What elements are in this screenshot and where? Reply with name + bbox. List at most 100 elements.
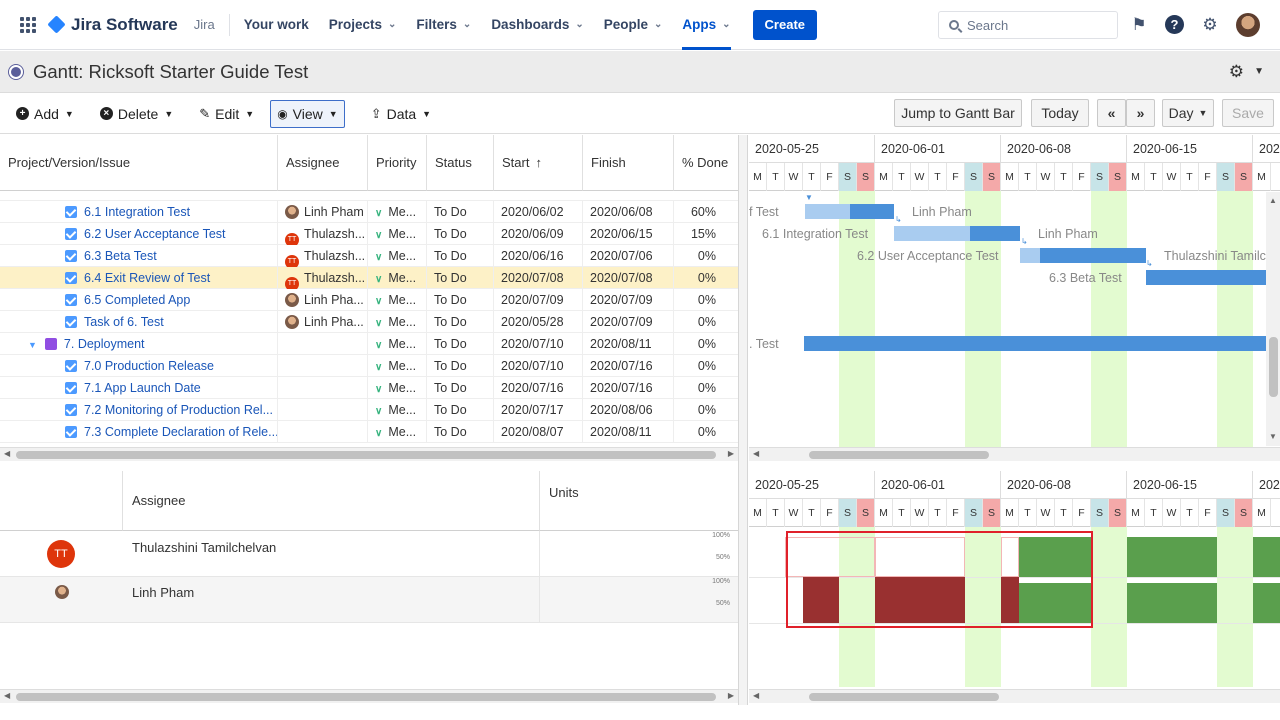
user-avatar[interactable] <box>1236 13 1260 37</box>
resource-horizontal-scrollbar[interactable]: ◀ ▶ <box>0 689 738 703</box>
cell-done[interactable]: 0% <box>697 425 716 439</box>
scrollbar-thumb[interactable] <box>809 693 999 701</box>
load-bar-overallocated[interactable] <box>803 577 839 623</box>
column-header-issue[interactable]: Project/Version/Issue <box>0 135 278 191</box>
cell-status[interactable]: To Do <box>427 201 494 223</box>
cell-issue[interactable]: 6.5 Completed App <box>0 289 278 311</box>
cell-finish[interactable]: 2020/07/16 <box>583 355 674 377</box>
scroll-right-icon[interactable]: ▶ <box>727 691 734 700</box>
cell-start[interactable]: 2020/07/08 <box>494 267 583 289</box>
load-bar[interactable] <box>1253 537 1280 577</box>
scroll-left-icon[interactable]: ◀ <box>753 691 760 700</box>
resource-row[interactable]: Linh Pham <box>0 577 738 623</box>
scroll-left-icon[interactable]: ◀ <box>753 449 760 458</box>
issue-link[interactable]: 6.5 Completed App <box>84 293 191 307</box>
issue-link[interactable]: 6.2 User Acceptance Test <box>84 227 226 241</box>
issue-link[interactable]: Task of 6. Test <box>84 315 164 329</box>
scroll-down-icon[interactable]: ▼ <box>1269 432 1277 441</box>
gantt-vertical-scrollbar[interactable]: ▲ ▼ <box>1266 192 1280 446</box>
nav-item-filters[interactable]: Filters ⌄ <box>416 0 471 50</box>
gantt-bar-6-4[interactable] <box>1146 270 1280 285</box>
table-row[interactable]: 7.1 App Launch Date ∨ Me... To Do 2020/07/16… <box>0 377 738 399</box>
load-bar[interactable] <box>1019 583 1091 623</box>
load-bar-overallocated[interactable] <box>1001 577 1019 623</box>
grid-horizontal-scrollbar[interactable]: ◀ ▶ <box>0 447 738 461</box>
column-header-percent-done[interactable]: % Done <box>674 135 738 191</box>
cell-status[interactable]: To Do <box>427 311 494 333</box>
cell-assignee[interactable]: Linh Pham <box>278 201 368 223</box>
collapse-toggle-icon[interactable]: ▼ <box>28 340 37 350</box>
cell-done[interactable]: 0% <box>697 249 716 263</box>
jump-to-gantt-bar-button[interactable]: Jump to Gantt Bar <box>894 99 1022 127</box>
search-input[interactable]: Search <box>938 11 1118 39</box>
cell-finish[interactable]: 2020/07/09 <box>583 311 674 333</box>
column-header-finish[interactable]: Finish <box>583 135 674 191</box>
cell-priority[interactable]: ∨ Me... <box>368 223 427 245</box>
view-menu-button[interactable]: ◉ View ▼ <box>270 99 345 128</box>
cell-done[interactable]: 0% <box>697 337 716 351</box>
load-bar[interactable] <box>1127 583 1217 623</box>
cell-finish[interactable]: 2020/07/09 <box>583 289 674 311</box>
cell-priority[interactable]: ∨ Me... <box>368 421 427 443</box>
cell-priority[interactable]: ∨ Me... <box>368 267 427 289</box>
cell-priority[interactable]: ∨ Me... <box>368 311 427 333</box>
cell-assignee[interactable] <box>278 377 368 399</box>
scrollbar-thumb[interactable] <box>16 693 716 701</box>
cell-done[interactable]: 0% <box>697 315 716 329</box>
cell-issue[interactable]: Task of 6. Test <box>0 311 278 333</box>
nav-item-apps[interactable]: Apps ⌄ <box>682 0 731 50</box>
edit-menu-button[interactable]: ✎ Edit ▼ <box>199 100 254 128</box>
table-row[interactable]: 6.5 Completed App Linh Pha... ∨ Me... To Do 2… <box>0 289 738 311</box>
issue-link[interactable]: 7.3 Complete Declaration of Rele... <box>84 425 278 439</box>
gantt-settings-gear-icon[interactable]: ⚙ <box>1228 62 1244 81</box>
scrollbar-thumb[interactable] <box>809 451 989 459</box>
cell-finish[interactable]: 2020/06/15 <box>583 223 674 245</box>
table-row[interactable]: 7.0 Production Release ∨ Me... To Do 2020/07… <box>0 355 738 377</box>
column-header-priority[interactable]: Priority <box>368 135 427 191</box>
app-switcher-icon[interactable] <box>20 16 36 33</box>
issue-link[interactable]: 7.2 Monitoring of Production Rel... <box>84 403 273 417</box>
next-period-button[interactable]: » <box>1126 99 1155 127</box>
cell-start[interactable]: 2020/06/09 <box>494 223 583 245</box>
table-row[interactable]: 6.4 Exit Review of Test TT Thulazsh... ∨ Me.… <box>0 267 738 289</box>
cell-start[interactable]: 2020/06/16 <box>494 245 583 267</box>
issue-link[interactable]: 6.1 Integration Test <box>84 205 191 219</box>
column-header-start[interactable]: Start ↑ <box>494 135 583 191</box>
table-row[interactable]: 7.3 Complete Declaration of Rele... ∨ Me..… <box>0 421 738 443</box>
cell-status[interactable]: To Do <box>427 267 494 289</box>
cell-start[interactable]: 2020/06/02 <box>494 201 583 223</box>
cell-done[interactable]: 0% <box>697 359 716 373</box>
gantt-horizontal-scrollbar[interactable]: ◀ <box>749 447 1280 461</box>
notifications-icon[interactable]: ⚑ <box>1131 15 1147 34</box>
nav-item-your-work[interactable]: Your work <box>244 0 309 50</box>
issue-link[interactable]: 7. Deployment <box>63 337 145 351</box>
column-header-assignee[interactable]: Assignee <box>278 135 368 191</box>
cell-assignee[interactable]: TT Thulazsh... <box>278 267 368 289</box>
table-row[interactable]: Task of 6. Test Linh Pha... ∨ Me... To Do 202… <box>0 311 738 333</box>
cell-status[interactable]: To Do <box>427 399 494 421</box>
cell-assignee[interactable]: Linh Pha... <box>278 289 368 311</box>
cell-finish[interactable]: 2020/07/08 <box>583 267 674 289</box>
cell-issue[interactable]: ▼ 7. Deployment <box>0 333 278 355</box>
gantt-bar-7-deployment[interactable] <box>804 336 1280 351</box>
table-row[interactable]: 6.3 Beta Test TT Thulazsh... ∨ Me... To Do 202… <box>0 245 738 267</box>
column-header-assignee[interactable]: Assignee <box>123 471 540 531</box>
cell-priority[interactable]: ∨ Me... <box>368 333 427 355</box>
cell-assignee[interactable] <box>278 399 368 421</box>
cell-start[interactable]: 2020/07/10 <box>494 333 583 355</box>
scroll-up-icon[interactable]: ▲ <box>1269 196 1277 205</box>
table-row[interactable]: 6.1 Integration Test Linh Pham ∨ Me... To Do… <box>0 201 738 223</box>
settings-gear-icon[interactable]: ⚙ <box>1202 15 1218 34</box>
cell-finish[interactable]: 2020/08/06 <box>583 399 674 421</box>
jira-logo[interactable]: Jira Software <box>47 15 178 35</box>
add-menu-button[interactable]: + Add ▼ <box>16 100 74 128</box>
cell-priority[interactable]: ∨ Me... <box>368 355 427 377</box>
cell-start[interactable]: 2020/07/09 <box>494 289 583 311</box>
cell-done[interactable]: 0% <box>697 293 716 307</box>
cell-finish[interactable]: 2020/06/08 <box>583 201 674 223</box>
load-bar[interactable] <box>1253 583 1280 623</box>
cell-assignee[interactable]: TT Thulazsh... <box>278 223 368 245</box>
cell-finish[interactable]: 2020/07/16 <box>583 377 674 399</box>
cell-start[interactable]: 2020/05/28 <box>494 311 583 333</box>
table-row[interactable]: ▼ 7. Deployment ∨ Me... To Do 2020/07/10 2020/… <box>0 333 738 355</box>
